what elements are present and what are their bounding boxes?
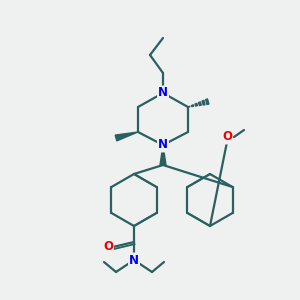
Polygon shape (160, 145, 166, 165)
Polygon shape (195, 103, 197, 106)
Text: N: N (129, 254, 139, 266)
Text: N: N (158, 86, 168, 100)
Polygon shape (115, 132, 138, 141)
Polygon shape (199, 102, 201, 105)
Polygon shape (202, 100, 205, 105)
Text: O: O (103, 241, 113, 254)
Text: N: N (158, 139, 168, 152)
Polygon shape (206, 99, 209, 104)
Polygon shape (191, 105, 194, 106)
Polygon shape (188, 106, 190, 107)
Text: O: O (222, 130, 232, 143)
